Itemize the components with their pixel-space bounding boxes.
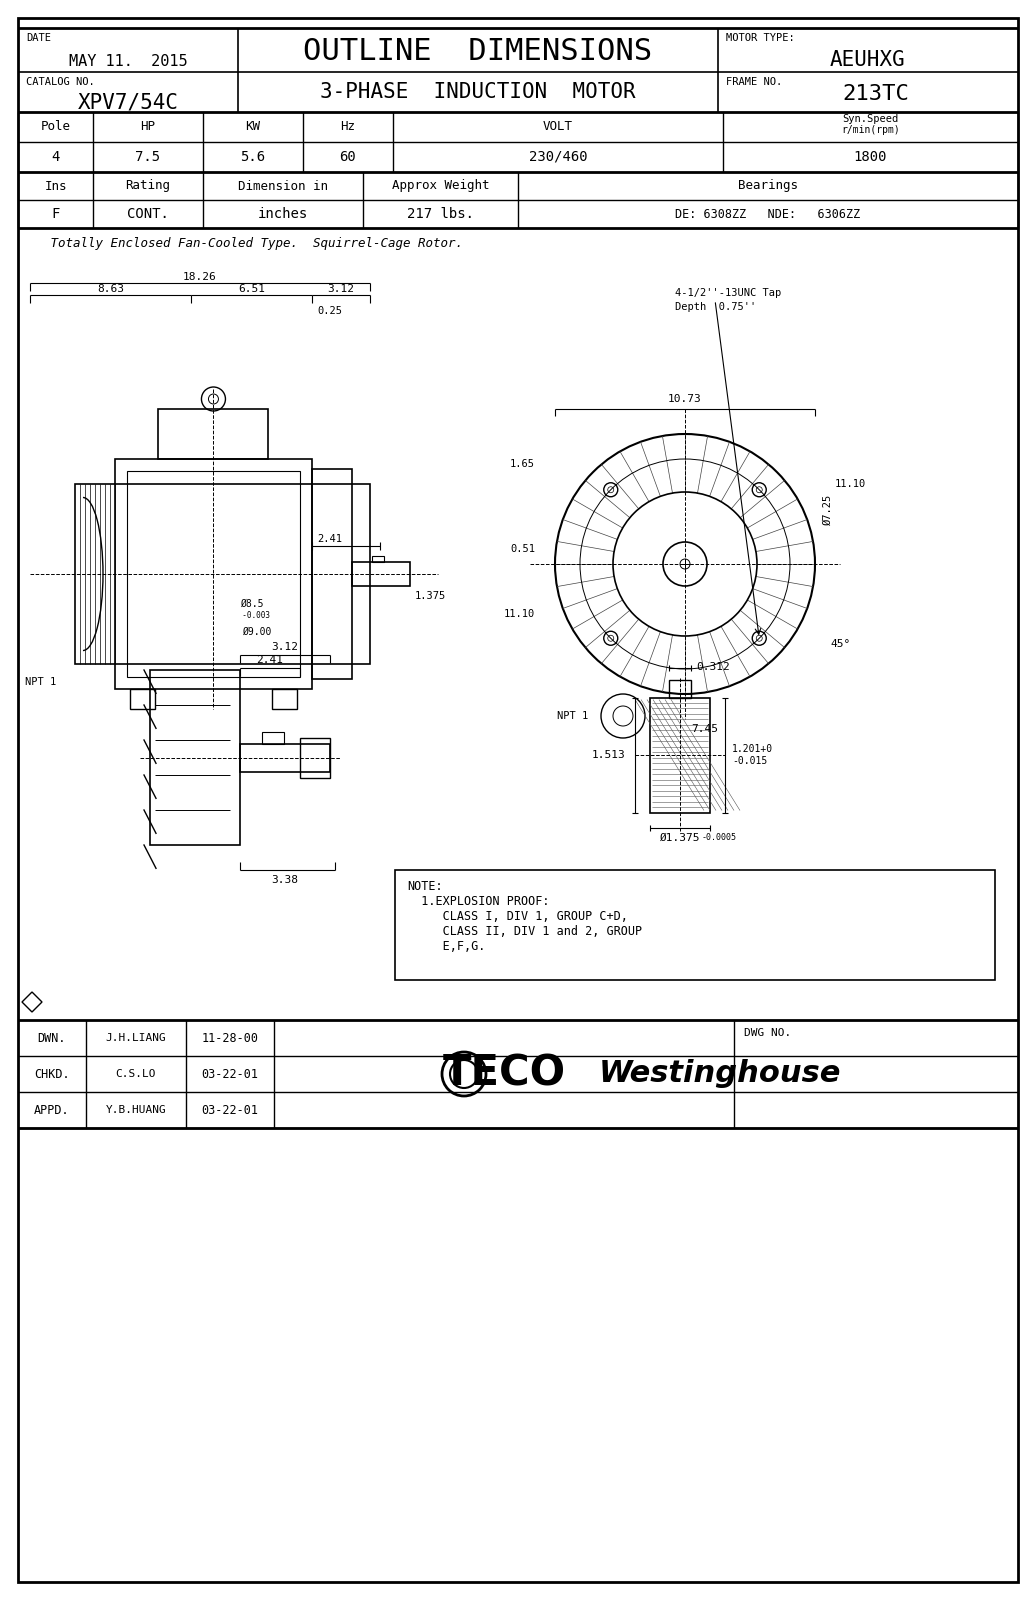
Text: 1.375: 1.375 (415, 590, 447, 602)
Text: Pole: Pole (40, 120, 70, 133)
Text: 5.6: 5.6 (240, 150, 265, 165)
Text: C.S.LO: C.S.LO (116, 1069, 156, 1078)
Text: 60: 60 (340, 150, 356, 165)
Text: 217 lbs.: 217 lbs. (407, 206, 474, 221)
Text: Ø1.375: Ø1.375 (660, 832, 700, 843)
Text: Rating: Rating (125, 179, 171, 192)
Text: Dimension in: Dimension in (238, 179, 328, 192)
Text: 0.51: 0.51 (510, 544, 535, 554)
Text: inches: inches (258, 206, 308, 221)
Text: Syn.Speed: Syn.Speed (842, 114, 898, 125)
Text: 4-1/2''-13UNC Tap: 4-1/2''-13UNC Tap (675, 288, 781, 298)
Text: Ø8.5: Ø8.5 (240, 598, 263, 610)
Text: 3.12: 3.12 (271, 642, 298, 653)
Text: NPT 1: NPT 1 (556, 710, 588, 722)
Text: CHKD.: CHKD. (34, 1067, 69, 1080)
Text: OUTLINE  DIMENSIONS: OUTLINE DIMENSIONS (304, 37, 653, 67)
Bar (75, 483, 370, 664)
Text: APPD.: APPD. (34, 1104, 69, 1117)
Text: FRAME NO.: FRAME NO. (726, 77, 782, 86)
Text: 11-28-00: 11-28-00 (201, 1032, 259, 1045)
Text: Approx Weight: Approx Weight (392, 179, 489, 192)
Text: 3-PHASE  INDUCTION  MOTOR: 3-PHASE INDUCTION MOTOR (320, 82, 636, 102)
Text: -0.003: -0.003 (233, 611, 270, 621)
Text: XPV7/54C: XPV7/54C (78, 91, 178, 112)
Text: 03-22-01: 03-22-01 (201, 1067, 259, 1080)
Text: 230/460: 230/460 (528, 150, 587, 165)
Text: 8.63: 8.63 (96, 285, 124, 294)
Text: 4: 4 (52, 150, 60, 165)
Bar (150, 670, 240, 845)
Text: 11.10: 11.10 (835, 478, 866, 490)
Bar (159, 410, 268, 459)
Text: 0.25: 0.25 (317, 306, 342, 317)
Text: Ins: Ins (45, 179, 66, 192)
Text: 03-22-01: 03-22-01 (201, 1104, 259, 1117)
Text: 45°: 45° (830, 638, 851, 650)
Text: 1.65: 1.65 (510, 459, 535, 469)
Text: F: F (52, 206, 60, 221)
Text: KW: KW (246, 120, 260, 133)
Bar (300, 738, 330, 778)
Bar (372, 557, 384, 562)
Bar (240, 744, 330, 771)
Text: 10.73: 10.73 (668, 394, 701, 403)
Text: 3.12: 3.12 (327, 285, 354, 294)
Text: 1.513: 1.513 (592, 750, 625, 760)
Text: 11.10: 11.10 (503, 610, 535, 619)
Bar (115, 459, 312, 690)
Bar (352, 562, 410, 586)
Text: DWG NO.: DWG NO. (744, 1029, 792, 1038)
Text: Bearings: Bearings (738, 179, 798, 192)
Text: J.H.LIANG: J.H.LIANG (106, 1034, 167, 1043)
Text: AEUHXG: AEUHXG (830, 50, 905, 70)
Text: 1800: 1800 (854, 150, 887, 165)
Text: 213TC: 213TC (842, 83, 910, 104)
Bar (262, 731, 284, 744)
Bar (127, 470, 299, 677)
Text: r/min(rpm): r/min(rpm) (841, 125, 900, 134)
Bar (130, 690, 155, 709)
Text: VOLT: VOLT (543, 120, 573, 133)
Text: -0.0005: -0.0005 (702, 834, 737, 842)
Bar (395, 870, 995, 979)
Bar (669, 680, 691, 698)
Text: 2.41: 2.41 (257, 654, 284, 666)
Text: TECO: TECO (442, 1053, 566, 1094)
Text: 0.312: 0.312 (696, 662, 729, 672)
Text: -0.015: -0.015 (732, 757, 768, 766)
Text: Totally Enclosed Fan-Cooled Type.  Squirrel-Cage Rotor.: Totally Enclosed Fan-Cooled Type. Squirr… (28, 237, 463, 251)
Text: MOTOR TYPE:: MOTOR TYPE: (726, 34, 795, 43)
Bar (650, 698, 710, 813)
Text: 2.41: 2.41 (317, 534, 342, 544)
Text: Depth  0.75'': Depth 0.75'' (675, 302, 756, 312)
Text: NOTE:
  1.EXPLOSION PROOF:
     CLASS I, DIV 1, GROUP C+D,
     CLASS II, DIV 1 : NOTE: 1.EXPLOSION PROOF: CLASS I, DIV 1,… (407, 880, 642, 954)
Text: 7.45: 7.45 (691, 723, 719, 734)
Text: CATALOG NO.: CATALOG NO. (26, 77, 94, 86)
Text: HP: HP (141, 120, 155, 133)
Text: 1.201+0: 1.201+0 (732, 744, 773, 754)
Text: 7.5: 7.5 (136, 150, 161, 165)
Bar (312, 469, 352, 678)
Text: NPT 1: NPT 1 (25, 677, 56, 686)
Text: 18.26: 18.26 (183, 272, 217, 282)
Bar (271, 690, 297, 709)
Text: CONT.: CONT. (127, 206, 169, 221)
Text: DWN.: DWN. (37, 1032, 66, 1045)
Text: Y.B.HUANG: Y.B.HUANG (106, 1106, 167, 1115)
Text: Westinghouse: Westinghouse (599, 1059, 841, 1088)
Text: MAY 11.  2015: MAY 11. 2015 (68, 54, 188, 69)
Text: DE: 6308ZZ   NDE:   6306ZZ: DE: 6308ZZ NDE: 6306ZZ (675, 208, 861, 221)
Text: 6.51: 6.51 (238, 285, 265, 294)
Text: 3.38: 3.38 (271, 875, 298, 885)
Text: Ø9.00: Ø9.00 (242, 627, 271, 637)
Text: DATE: DATE (26, 34, 51, 43)
Text: Ø7.25: Ø7.25 (823, 493, 833, 525)
Text: Hz: Hz (341, 120, 355, 133)
